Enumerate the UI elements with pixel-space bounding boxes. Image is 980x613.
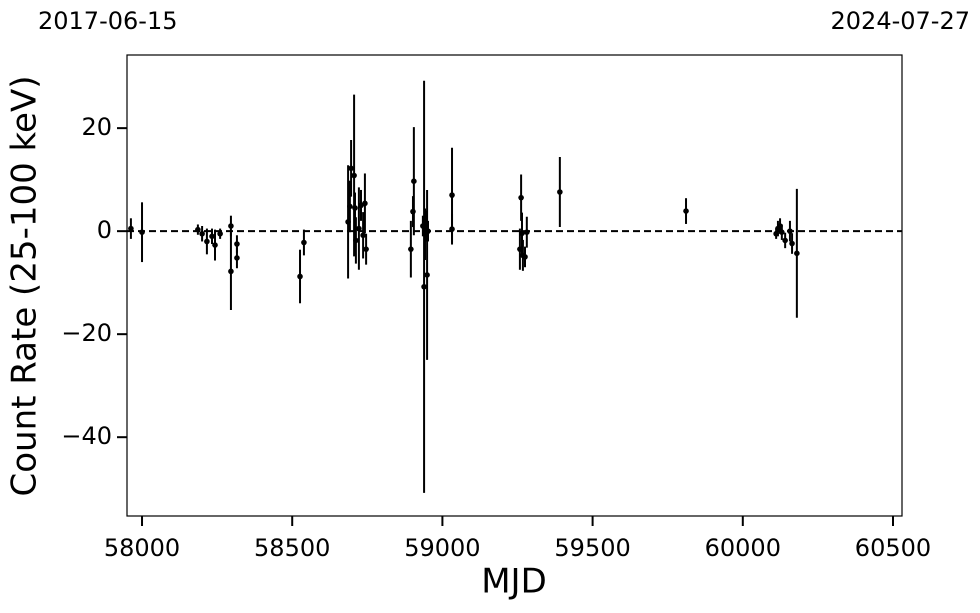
data-point: [408, 246, 414, 252]
data-point: [195, 226, 201, 233]
data-point: [228, 268, 234, 275]
data-point: [234, 255, 240, 261]
data-point: [356, 225, 362, 232]
data-point: [217, 230, 223, 237]
data-point: [424, 272, 430, 278]
data-point: [353, 237, 359, 244]
data-point: [199, 230, 205, 237]
data-point: [228, 223, 234, 229]
data-point: [301, 239, 307, 246]
x-axis-label: MJD: [481, 562, 547, 602]
plot-frame: [126, 54, 903, 517]
data-point: [351, 172, 357, 179]
x-tick-label: 59500: [554, 534, 630, 562]
data-point: [522, 254, 528, 260]
data-point: [362, 200, 368, 207]
y-tick-label: 20: [81, 113, 112, 141]
data-point: [234, 241, 240, 247]
y-tick-label: −20: [61, 319, 112, 347]
x-tick-label: 60000: [705, 534, 781, 562]
data-point: [297, 273, 303, 280]
data-point: [360, 232, 366, 239]
data-point: [524, 229, 530, 235]
y-tick-label: −40: [61, 422, 112, 450]
data-point: [557, 189, 563, 195]
x-tick-label: 58000: [104, 534, 180, 562]
data-point: [789, 240, 795, 247]
data-point: [139, 229, 145, 235]
data-point: [363, 246, 369, 252]
y-tick-label: 0: [97, 216, 112, 244]
x-tick-label: 59000: [404, 534, 480, 562]
data-point: [411, 178, 417, 184]
data-point: [425, 228, 431, 234]
data-point: [347, 203, 353, 210]
end-date: 2024-07-27: [831, 7, 970, 35]
data-point: [421, 283, 427, 290]
data-point: [352, 205, 358, 211]
data-point: [128, 225, 134, 232]
data-point: [518, 194, 524, 201]
data-point: [787, 228, 793, 234]
data-point: [209, 233, 215, 240]
data-point: [782, 237, 788, 244]
x-tick-label: 58500: [254, 534, 330, 562]
data-point: [204, 238, 210, 245]
data-point: [683, 208, 689, 214]
data-point: [449, 192, 455, 198]
x-tick-label: 60500: [855, 534, 931, 562]
data-point: [348, 165, 354, 172]
data-point: [449, 226, 455, 232]
data-point: [212, 242, 218, 248]
y-axis-label: Count Rate (25-100 keV): [5, 76, 45, 497]
data-point: [794, 250, 800, 257]
data-point: [779, 229, 785, 235]
data-point: [519, 230, 525, 237]
start-date: 2017-06-15: [38, 7, 177, 35]
